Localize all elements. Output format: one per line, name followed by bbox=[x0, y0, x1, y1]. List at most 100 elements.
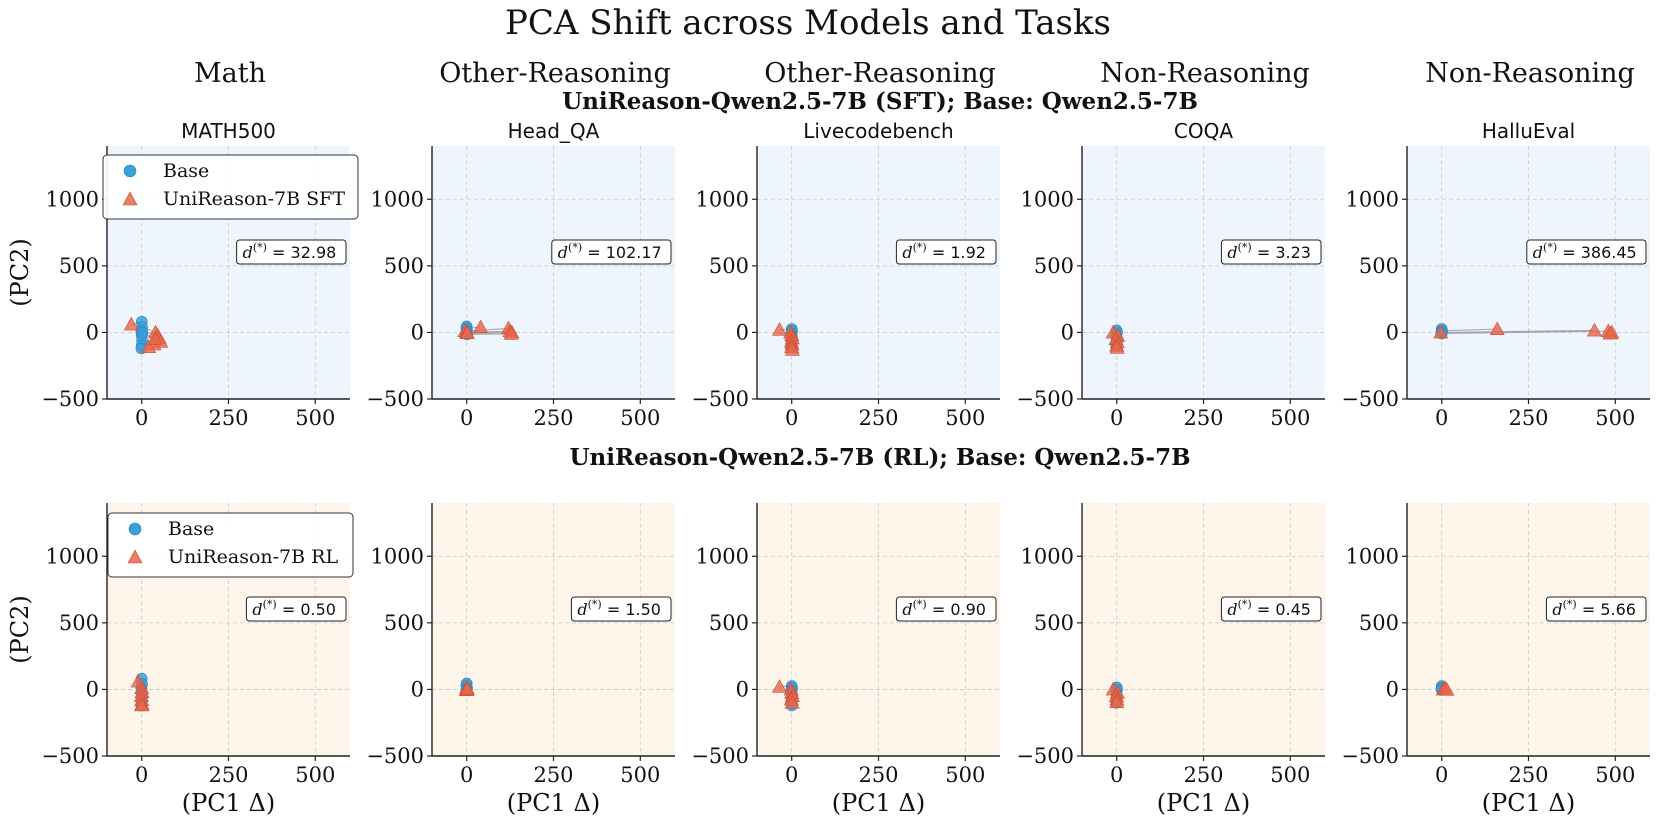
panel: −500 0 500 1000 0 250 500 Livecodebench d(*) = 1… bbox=[691, 119, 1000, 430]
distance-annotation: d(*) = 0.45 bbox=[1220, 596, 1322, 622]
y-tick-label: 1000 bbox=[46, 544, 99, 568]
subplot-title: Livecodebench bbox=[803, 119, 953, 143]
distance-annotation-box bbox=[236, 239, 347, 265]
legend-model-marker bbox=[127, 549, 143, 564]
legend-base-label: Base bbox=[163, 160, 209, 182]
x-axis-label: (PC1 Δ) bbox=[1157, 789, 1250, 817]
panel: −500 0 500 1000 0 250 500 (PC1 Δ) d(*) = 5.66 bbox=[1341, 503, 1650, 817]
model-point bbox=[459, 681, 475, 695]
model-point bbox=[123, 316, 139, 331]
y-tick-label: 0 bbox=[736, 320, 749, 344]
distance-annotation-box bbox=[1220, 239, 1322, 265]
y-axis-label: (PC2) bbox=[6, 595, 34, 664]
subplot-title: MATH500 bbox=[181, 119, 276, 143]
y-tick-label: 0 bbox=[1061, 677, 1074, 701]
model-point bbox=[1602, 325, 1618, 340]
model-point bbox=[784, 342, 800, 356]
model-point bbox=[503, 326, 519, 340]
x-tick-label: 0 bbox=[135, 406, 148, 430]
y-tick-label: 500 bbox=[709, 254, 749, 278]
x-tick-label: 250 bbox=[1508, 763, 1548, 787]
model-point bbox=[1489, 321, 1505, 335]
panel: −500 0 500 1000 0 250 500 HalluEval d(*) = 386.4… bbox=[1341, 119, 1650, 430]
x-axis-label: (PC1 Δ) bbox=[182, 789, 275, 817]
distance-annotation-box bbox=[895, 596, 997, 622]
legend-box bbox=[107, 512, 354, 578]
y-tick-label: 500 bbox=[384, 611, 424, 635]
x-tick-label: 500 bbox=[1270, 406, 1310, 430]
x-tick-label: 500 bbox=[1270, 763, 1310, 787]
panel: −500 0 500 1000 0 250 500 (PC1 Δ) d(*) = 0.45 bbox=[1016, 503, 1325, 817]
distance-annotation-text: d(*) = 32.98 bbox=[243, 241, 337, 262]
x-tick-label: 0 bbox=[785, 406, 798, 430]
distance-annotation-box bbox=[1220, 596, 1322, 622]
model-point bbox=[1586, 322, 1602, 337]
distance-annotation-text: d(*) = 0.50 bbox=[252, 598, 336, 619]
y-tick-label: −500 bbox=[41, 744, 99, 768]
y-tick-label: −500 bbox=[1341, 387, 1399, 411]
legend: Base UniReason-7B SFT bbox=[102, 154, 359, 220]
y-tick-label: −500 bbox=[1016, 744, 1074, 768]
legend-model-marker bbox=[122, 191, 138, 206]
y-tick-label: 1000 bbox=[1021, 544, 1074, 568]
subplot-title: COQA bbox=[1174, 119, 1233, 143]
x-tick-label: 250 bbox=[858, 406, 898, 430]
y-tick-label: 500 bbox=[1034, 611, 1074, 635]
legend-model-label: UniReason-7B RL bbox=[168, 546, 338, 568]
x-tick-label: 0 bbox=[1110, 406, 1123, 430]
category-header: Non-Reasoning bbox=[1425, 58, 1635, 89]
shift-link bbox=[467, 327, 509, 332]
distance-annotation-box bbox=[245, 596, 347, 622]
x-tick-label: 0 bbox=[460, 763, 473, 787]
row-title: UniReason-Qwen2.5-7B (SFT); Base: Qwen2.… bbox=[562, 88, 1198, 115]
distance-annotation-box bbox=[895, 239, 997, 265]
legend-base-label: Base bbox=[168, 518, 214, 540]
panel: −500 0 500 1000 0 250 500 (PC1 Δ) d(*) = 0.90 bbox=[691, 503, 1000, 817]
distance-annotation-box bbox=[551, 239, 672, 265]
y-tick-label: −500 bbox=[691, 744, 749, 768]
rl-row: UniReason-Qwen2.5-7B (RL); Base: Qwen2.5… bbox=[6, 444, 1650, 817]
row-title: UniReason-Qwen2.5-7B (RL); Base: Qwen2.5… bbox=[569, 444, 1190, 471]
figure-title: PCA Shift across Models and Tasks bbox=[505, 3, 1111, 43]
x-axis-label: (PC1 Δ) bbox=[832, 789, 925, 817]
y-tick-label: −500 bbox=[1016, 387, 1074, 411]
distance-annotation-box bbox=[570, 596, 672, 622]
x-tick-label: 0 bbox=[460, 406, 473, 430]
x-tick-label: 0 bbox=[1110, 763, 1123, 787]
legend-base-marker bbox=[128, 522, 142, 536]
y-tick-label: −500 bbox=[366, 744, 424, 768]
x-tick-label: 0 bbox=[785, 763, 798, 787]
distance-annotation: d(*) = 32.98 bbox=[236, 239, 347, 265]
model-point bbox=[459, 325, 475, 339]
shift-link bbox=[1442, 328, 1498, 332]
y-axis-label: (PC2) bbox=[6, 238, 34, 307]
y-tick-label: −500 bbox=[41, 387, 99, 411]
x-tick-label: 500 bbox=[620, 763, 660, 787]
y-tick-label: 0 bbox=[411, 677, 424, 701]
x-tick-label: 500 bbox=[945, 763, 985, 787]
y-tick-label: 500 bbox=[1034, 254, 1074, 278]
distance-annotation-box bbox=[1526, 239, 1647, 265]
distance-annotation: d(*) = 0.90 bbox=[895, 596, 997, 622]
y-tick-label: 0 bbox=[86, 677, 99, 701]
y-tick-label: 1000 bbox=[1021, 187, 1074, 211]
y-tick-label: 500 bbox=[59, 254, 99, 278]
distance-annotation: d(*) = 3.23 bbox=[1220, 239, 1322, 265]
subplot-title: HalluEval bbox=[1482, 119, 1575, 143]
model-point bbox=[473, 319, 489, 333]
y-tick-label: 0 bbox=[411, 320, 424, 344]
shift-link bbox=[1441, 330, 1609, 335]
distance-annotation: d(*) = 1.50 bbox=[570, 596, 672, 622]
model-point bbox=[141, 339, 157, 353]
model-point bbox=[1109, 694, 1125, 708]
y-tick-label: 0 bbox=[86, 320, 99, 344]
model-point bbox=[772, 679, 788, 693]
x-tick-label: 500 bbox=[620, 406, 660, 430]
x-tick-label: 500 bbox=[295, 406, 335, 430]
category-header: Other-Reasoning bbox=[764, 58, 996, 89]
legend-model-label: UniReason-7B SFT bbox=[163, 188, 345, 210]
distance-annotation-text: d(*) = 0.45 bbox=[1227, 598, 1311, 619]
distance-annotation-text: d(*) = 102.17 bbox=[558, 241, 662, 262]
panel: −500 0 500 1000 0 250 500 COQA d(*) = 3.23 bbox=[1016, 119, 1325, 430]
y-tick-label: 1000 bbox=[696, 544, 749, 568]
